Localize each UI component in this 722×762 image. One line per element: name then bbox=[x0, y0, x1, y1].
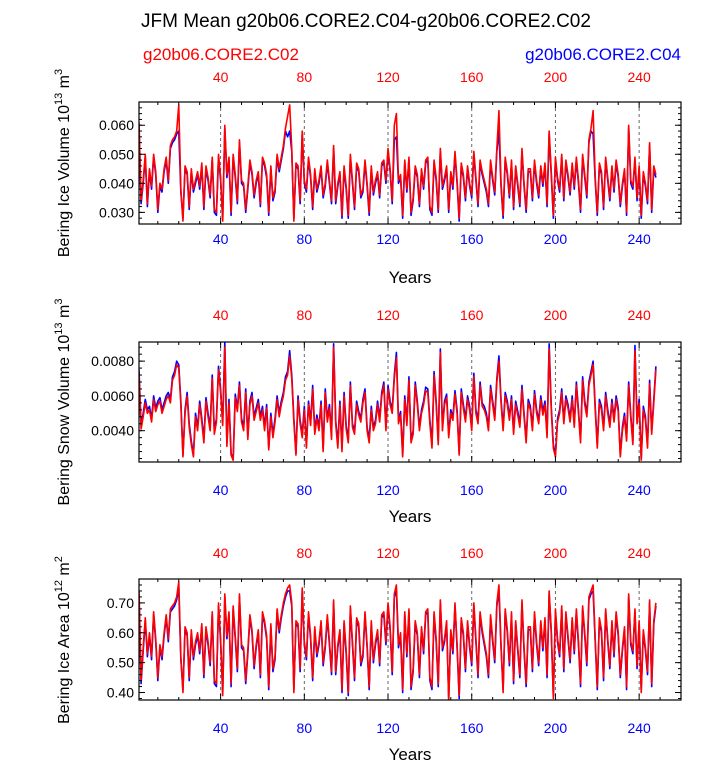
y-title-main: Bering Ice Area 10 bbox=[56, 592, 73, 724]
x-axis-title: Years bbox=[389, 507, 432, 526]
x-tick-label-bottom: 200 bbox=[544, 231, 568, 247]
y-title-exp: 12 bbox=[53, 580, 65, 592]
y-title-unit-exp: 2 bbox=[53, 556, 65, 562]
x-tick-label-top: 80 bbox=[297, 69, 313, 85]
x-tick-label-top: 240 bbox=[627, 307, 651, 323]
x-tick-label-top: 120 bbox=[376, 69, 400, 85]
panel-snow-volume: 40 40 80 80 120 120 160 160 200 200 240 240 0.0040 0.… bbox=[53, 299, 682, 526]
x-tick-label-bottom: 80 bbox=[297, 231, 313, 247]
x-tick-label-top: 160 bbox=[460, 69, 484, 85]
x-tick-label-top: 40 bbox=[213, 545, 229, 561]
y-axis-title: Bering Snow Volume 1013 m3 bbox=[53, 299, 73, 506]
x-tick-label-top: 160 bbox=[460, 545, 484, 561]
y-tick-label: 0.060 bbox=[99, 117, 134, 133]
x-tick-label-top: 40 bbox=[213, 69, 229, 85]
x-tick-label-bottom: 120 bbox=[376, 482, 400, 498]
series-line-c02 bbox=[139, 104, 657, 222]
y-tick-label: 0.70 bbox=[107, 595, 134, 611]
y-tick-label: 0.40 bbox=[107, 685, 134, 701]
series-line-c02 bbox=[139, 581, 657, 700]
x-axis-title: Years bbox=[389, 268, 432, 287]
y-title-main: Bering Ice Volume 10 bbox=[56, 105, 73, 257]
x-tick-label-bottom: 240 bbox=[627, 231, 651, 247]
x-tick-label-top: 80 bbox=[297, 307, 313, 323]
legend-right-label: g20b06.CORE2.C04 bbox=[525, 45, 681, 64]
x-tick-label-top: 200 bbox=[544, 545, 568, 561]
x-axis-title: Years bbox=[389, 745, 432, 762]
y-title-exp: 13 bbox=[53, 93, 65, 105]
y-tick-label: 0.60 bbox=[107, 625, 134, 641]
y-title-unit-exp: 3 bbox=[53, 299, 65, 305]
x-tick-label-bottom: 160 bbox=[460, 231, 484, 247]
y-axis-title: Bering Ice Volume 1013 m3 bbox=[53, 69, 73, 257]
x-tick-label-top: 200 bbox=[544, 69, 568, 85]
x-tick-label-bottom: 40 bbox=[213, 482, 229, 498]
x-tick-label-bottom: 240 bbox=[627, 720, 651, 736]
x-tick-label-top: 80 bbox=[297, 545, 313, 561]
y-title-unit-exp: 3 bbox=[53, 69, 65, 75]
x-tick-label-bottom: 200 bbox=[544, 720, 568, 736]
x-tick-label-bottom: 160 bbox=[460, 482, 484, 498]
x-tick-label-top: 40 bbox=[213, 307, 229, 323]
y-tick-label: 0.0060 bbox=[91, 388, 134, 404]
plot-frame bbox=[138, 578, 682, 701]
x-tick-label-top: 240 bbox=[627, 69, 651, 85]
y-tick-label: 0.50 bbox=[107, 655, 134, 671]
y-tick-label: 0.0080 bbox=[91, 353, 134, 369]
panel-ice-area: 40 40 80 80 120 120 160 160 200 200 240 240 0.40 0.50… bbox=[53, 545, 682, 762]
x-tick-label-top: 120 bbox=[376, 307, 400, 323]
panels-group: 404080801201201601602002002402400.0300.0… bbox=[53, 69, 682, 762]
series-line-c02 bbox=[139, 346, 657, 462]
x-tick-label-bottom: 120 bbox=[376, 720, 400, 736]
x-tick-label-bottom: 240 bbox=[627, 482, 651, 498]
plot-frame bbox=[138, 101, 682, 225]
y-title-main: Bering Snow Volume 10 bbox=[56, 335, 73, 506]
y-tick-label: 0.050 bbox=[99, 146, 134, 162]
x-tick-label-top: 160 bbox=[460, 307, 484, 323]
y-title-unit: m bbox=[56, 75, 73, 93]
x-tick-label-top: 240 bbox=[627, 545, 651, 561]
x-tick-label-bottom: 40 bbox=[213, 720, 229, 736]
x-tick-label-top: 200 bbox=[544, 307, 568, 323]
x-tick-label-bottom: 160 bbox=[460, 720, 484, 736]
x-tick-label-bottom: 120 bbox=[376, 231, 400, 247]
y-title-unit: m bbox=[56, 305, 73, 323]
legend-left-label: g20b06.CORE2.C02 bbox=[143, 45, 299, 64]
y-tick-label: 0.0040 bbox=[91, 423, 134, 439]
y-title-exp: 13 bbox=[53, 322, 65, 334]
x-tick-label-bottom: 80 bbox=[297, 482, 313, 498]
x-tick-label-bottom: 40 bbox=[213, 231, 229, 247]
y-axis-title: Bering Ice Area 1012 m2 bbox=[53, 556, 73, 724]
y-tick-label: 0.030 bbox=[99, 204, 134, 220]
panel-ice-volume: 40 40 80 80 120 120 160 160 200 200 240 240 0.030 0.0… bbox=[53, 69, 682, 287]
figure-title: JFM Mean g20b06.CORE2.C04-g20b06.CORE2.C… bbox=[141, 11, 591, 32]
plot-frame bbox=[138, 341, 682, 463]
x-tick-label-top: 120 bbox=[376, 545, 400, 561]
x-tick-label-bottom: 200 bbox=[544, 482, 568, 498]
x-tick-label-bottom: 80 bbox=[297, 720, 313, 736]
y-title-unit: m bbox=[56, 562, 73, 580]
y-tick-label: 0.040 bbox=[99, 175, 134, 191]
